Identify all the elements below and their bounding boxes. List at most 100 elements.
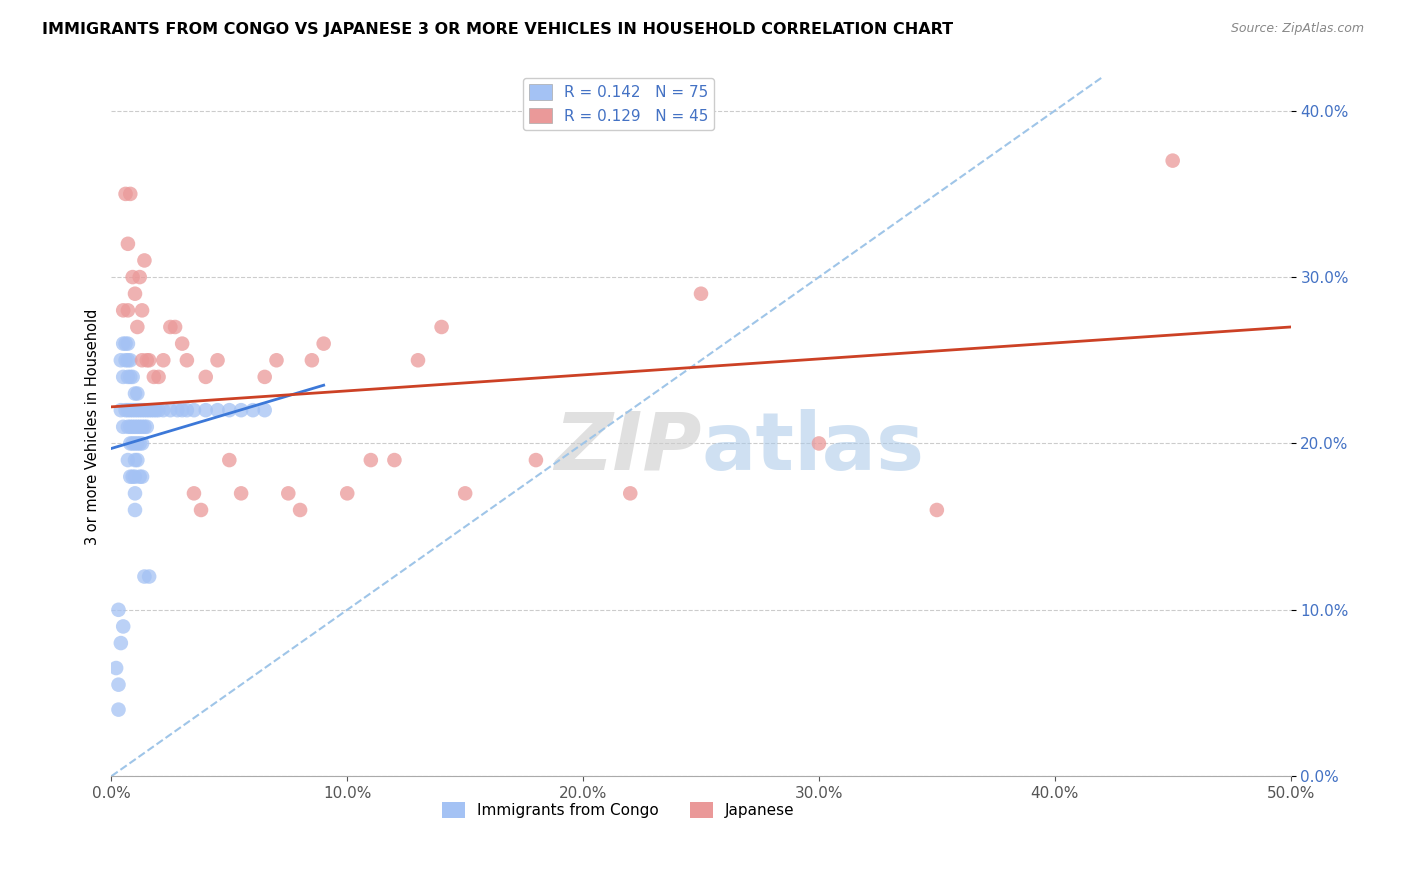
Point (107, 703, 129, 717)
Legend: Immigrants from Congo, Japanese: Immigrants from Congo, Japanese (436, 797, 800, 824)
Point (218, 453, 240, 467)
Point (112, 419, 135, 434)
Point (134, 403, 156, 417)
Point (110, 636, 132, 650)
Point (117, 453, 139, 467)
Point (120, 370, 142, 384)
Point (124, 469, 146, 483)
Point (165, 320, 187, 334)
Point (336, 486, 359, 500)
Point (288, 503, 311, 517)
Text: atlas: atlas (702, 409, 924, 487)
Point (127, 453, 149, 467)
Point (134, 419, 156, 434)
Point (406, 353, 429, 368)
Point (301, 353, 323, 368)
Point (120, 353, 142, 368)
Point (114, 336, 136, 351)
Point (131, 353, 153, 368)
Point (384, 453, 406, 467)
Point (183, 486, 205, 500)
Point (166, 403, 188, 417)
Point (114, 186, 136, 201)
Point (176, 353, 198, 368)
Point (114, 353, 136, 368)
Point (117, 303, 139, 318)
Point (124, 436, 146, 450)
Point (131, 469, 153, 483)
Point (112, 336, 135, 351)
Point (121, 436, 143, 450)
Point (128, 270, 150, 285)
Point (112, 303, 135, 318)
Point (127, 419, 149, 434)
Point (218, 403, 240, 417)
Point (120, 436, 142, 450)
Point (107, 603, 129, 617)
Point (107, 678, 129, 692)
Point (277, 486, 299, 500)
Point (124, 403, 146, 417)
Point (148, 370, 170, 384)
Point (117, 403, 139, 417)
Point (127, 320, 149, 334)
Point (120, 186, 142, 201)
Point (134, 569, 156, 583)
Point (120, 469, 142, 483)
Point (121, 469, 143, 483)
Y-axis label: 3 or more Vehicles in Household: 3 or more Vehicles in Household (86, 309, 100, 545)
Point (124, 503, 146, 517)
Point (312, 336, 335, 351)
Point (121, 403, 143, 417)
Point (105, 661, 128, 675)
Point (128, 419, 150, 434)
Point (159, 320, 181, 334)
Point (121, 370, 143, 384)
Point (145, 403, 167, 417)
Point (183, 403, 205, 417)
Point (135, 419, 157, 434)
Point (807, 436, 830, 450)
Point (152, 403, 174, 417)
Point (131, 436, 153, 450)
Point (124, 386, 146, 401)
Point (190, 503, 212, 517)
Point (128, 469, 150, 483)
Point (117, 236, 139, 251)
Point (112, 370, 135, 384)
Point (114, 403, 136, 417)
Point (159, 403, 181, 417)
Point (207, 403, 229, 417)
Point (135, 403, 157, 417)
Point (131, 403, 153, 417)
Point (112, 619, 135, 633)
Point (138, 403, 160, 417)
Point (124, 486, 146, 500)
Point (128, 436, 150, 450)
Point (619, 486, 641, 500)
Point (124, 453, 146, 467)
Point (138, 569, 160, 583)
Point (229, 486, 252, 500)
Point (110, 403, 132, 417)
Point (142, 403, 165, 417)
Point (1161, 153, 1184, 168)
Point (135, 353, 157, 368)
Point (454, 486, 477, 500)
Point (124, 419, 146, 434)
Point (229, 403, 252, 417)
Point (253, 403, 276, 417)
Point (121, 419, 143, 434)
Point (131, 303, 153, 318)
Point (242, 403, 264, 417)
Point (124, 286, 146, 301)
Point (134, 253, 156, 268)
Point (148, 403, 170, 417)
Point (430, 320, 453, 334)
Point (360, 453, 382, 467)
Point (524, 453, 547, 467)
Point (110, 353, 132, 368)
Point (131, 419, 153, 434)
Point (172, 403, 194, 417)
Point (690, 286, 713, 301)
